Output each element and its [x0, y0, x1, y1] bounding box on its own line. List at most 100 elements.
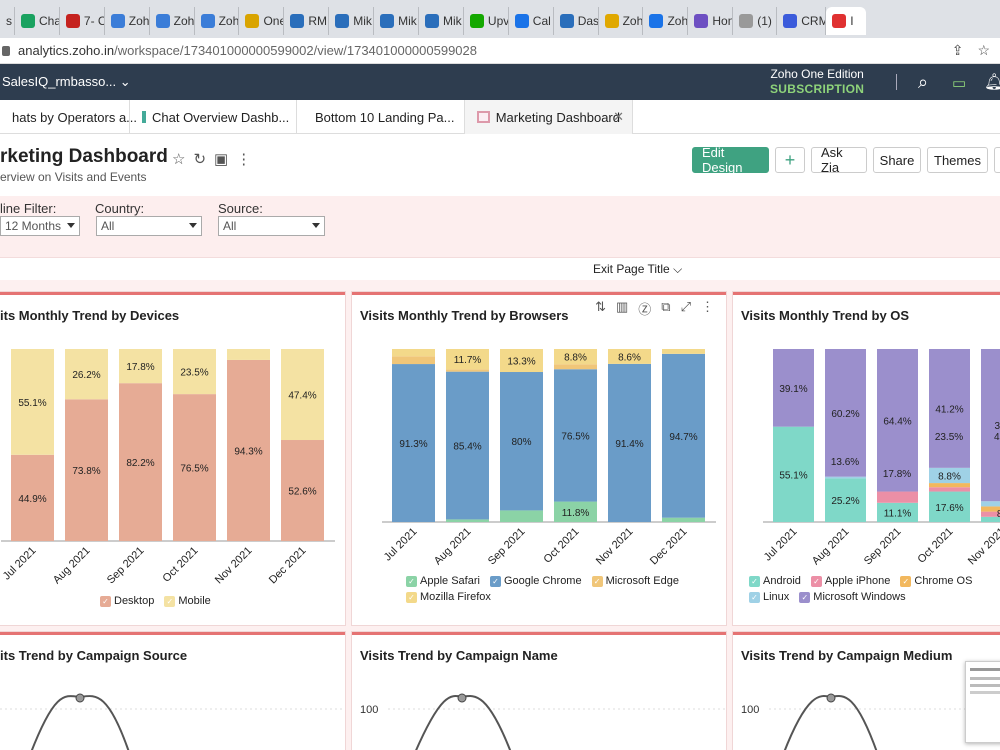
bar-segment	[392, 349, 435, 357]
legend-item[interactable]: ✓ Android	[749, 575, 801, 587]
browser-tab[interactable]: Cal	[509, 7, 554, 35]
data-label: 17.8%	[126, 362, 154, 373]
themes-button[interactable]: Themes	[927, 147, 988, 173]
bar-segment	[446, 519, 489, 522]
legend-label: Mozilla Firefox	[420, 591, 491, 603]
screen-thumbnail-preview[interactable]	[965, 661, 1000, 743]
browser-tab-label: Zoh	[218, 14, 240, 28]
legend-item[interactable]: ✓ Chrome OS	[900, 575, 972, 587]
select-value: All	[101, 219, 115, 233]
legend-checkbox-icon: ✓	[406, 591, 417, 603]
chart-type-icon[interactable]: ▥	[615, 299, 629, 314]
browser-tab[interactable]: RMI	[284, 7, 330, 35]
data-label: 11.8%	[562, 508, 590, 519]
browser-tab[interactable]: Mik	[329, 7, 375, 35]
workspace-selector[interactable]: SalesIQ_rmbasso... ⌄	[2, 74, 131, 90]
legend-item[interactable]: ✓ Apple Safari	[406, 575, 480, 587]
legend-item[interactable]: ✓ Microsoft Windows	[799, 591, 906, 603]
legend-item[interactable]: ✓ Apple iPhone	[810, 575, 890, 587]
legend-checkbox-icon: ✓	[749, 591, 760, 603]
favorite-star-icon[interactable]: ☆	[172, 151, 186, 168]
close-icon[interactable]: ✕	[613, 109, 624, 124]
browser-tab[interactable]: Zoh	[599, 7, 644, 35]
favicon-icon	[65, 14, 80, 28]
data-label: 80%	[511, 437, 531, 448]
data-label: 52.6%	[288, 487, 316, 498]
data-label: 37.	[995, 421, 1000, 432]
browser-tab[interactable]: Hon	[688, 7, 734, 35]
chart-legend: ✓ Apple Safari ✓ Google Chrome ✓ Microsoft Ed…	[406, 575, 706, 603]
timeline-filter-select[interactable]: 12 Months	[0, 216, 80, 236]
refresh-icon[interactable]: ↻	[193, 151, 207, 168]
browser-tab[interactable]: Das	[554, 7, 599, 35]
country-filter-select[interactable]: All	[96, 216, 202, 236]
page-title: rketing Dashboard	[0, 146, 168, 167]
tab-marketing-dashboard[interactable]: Marketing Dashboard ✕	[465, 100, 633, 134]
browser-tab[interactable]: (1) I	[733, 7, 778, 35]
chart-title: Visits Trend by Campaign Name	[360, 648, 558, 663]
browser-tab[interactable]: Upv	[464, 7, 509, 35]
legend-item[interactable]: ✓ Mozilla Firefox	[406, 591, 491, 603]
browser-tab[interactable]: Zoh	[105, 7, 150, 35]
browser-tab-strip: s Cha 7- C Zoh Zoh Zoh One RMI Mik Mik Mik Upv Cal Da…	[0, 0, 1000, 38]
tab-bottom-landing[interactable]: Bottom 10 Landing Pa...	[297, 100, 465, 134]
legend-item[interactable]: ✓ Mobile	[164, 595, 211, 607]
ask-zia-button[interactable]: Ask Zia	[811, 145, 867, 175]
tab-chat-overview[interactable]: Chat Overview Dashb...	[130, 100, 297, 134]
browser-tab[interactable]: CRM	[777, 7, 827, 35]
bar-segment	[446, 349, 489, 370]
bookmark-star-icon[interactable]: ☆	[977, 42, 990, 58]
browser-tab[interactable]: Zoh	[195, 7, 240, 35]
source-filter-select[interactable]: All	[218, 216, 325, 236]
legend-item[interactable]: ✓ Linux	[749, 591, 789, 603]
browser-tab[interactable]: Zoh	[643, 7, 689, 35]
legend-item[interactable]: ✓ Google Chrome	[489, 575, 582, 587]
legend-item[interactable]: ✓ Desktop	[100, 595, 154, 607]
browser-tab[interactable]: Mik	[374, 7, 420, 35]
browser-tab[interactable]: I	[826, 7, 867, 35]
zia-insights-icon[interactable]: Ⓩ	[638, 302, 652, 317]
browser-tab-label: (1) I	[757, 14, 778, 28]
bar-segment	[119, 349, 162, 384]
expand-icon[interactable]: ⤢	[680, 299, 691, 314]
browser-tab[interactable]: Cha	[15, 7, 60, 35]
data-label: 17.6%	[935, 503, 963, 514]
chat-icon[interactable]: ▭	[952, 75, 967, 92]
browser-tab[interactable]: 7- C	[60, 7, 105, 35]
bell-icon[interactable]: 🔔︎	[984, 74, 1000, 91]
browser-tab[interactable]: Mik	[419, 7, 464, 35]
x-tick-label: Aug 2021	[810, 526, 852, 568]
browser-tab[interactable]: Zoh	[150, 7, 195, 35]
data-label: 55.1%	[18, 398, 46, 409]
share-icon[interactable]: ⇪	[951, 42, 964, 58]
open-report-icon[interactable]: ⧉	[661, 299, 671, 314]
page-subtitle: erview on Visits and Events	[0, 170, 147, 184]
bar-segment	[825, 349, 866, 477]
address-bar[interactable]: analytics.zoho.in/workspace/173401000000…	[0, 38, 1000, 64]
edit-design-button[interactable]: Edit Design	[692, 145, 769, 175]
legend-checkbox-icon: ✓	[100, 595, 111, 607]
browser-tab[interactable]: s	[0, 7, 15, 35]
sort-icon[interactable]: ⇅	[595, 299, 606, 314]
browser-tab-label: Zoh	[173, 14, 195, 28]
data-label: 45.	[994, 432, 1000, 443]
share-button[interactable]: Share	[873, 147, 921, 173]
subscription-link[interactable]: SUBSCRIPTION	[770, 82, 865, 96]
legend-checkbox-icon: ✓	[799, 591, 811, 603]
bar-segment	[65, 399, 108, 541]
search-icon[interactable]: ⌕	[918, 72, 929, 92]
more-vertical-icon[interactable]: ⋮	[701, 299, 714, 314]
bar-segment	[825, 478, 866, 522]
legend-item[interactable]: ✓ Microsoft Edge	[591, 575, 679, 587]
more-vertical-icon[interactable]: ⋮	[236, 151, 252, 168]
chart-card-campaign-name: Visits Trend by Campaign Name 100	[352, 632, 726, 750]
browser-tab[interactable]: One	[239, 7, 285, 35]
tab-chats-by-operators[interactable]: hats by Operators a...	[0, 100, 137, 134]
bar-segment	[392, 364, 435, 522]
devices-chart: 44.9% 55.1% Jul 2021 73.8% 26.2% Aug 2021 82.2…	[1, 349, 335, 586]
save-icon[interactable]: ▣	[214, 151, 229, 168]
export-icon[interactable]	[994, 147, 1000, 173]
exit-page-title-toggle[interactable]: Exit Page Title ⌵	[593, 262, 682, 277]
add-button[interactable]: +	[775, 147, 805, 173]
browser-tab-label: Cha	[39, 14, 60, 28]
